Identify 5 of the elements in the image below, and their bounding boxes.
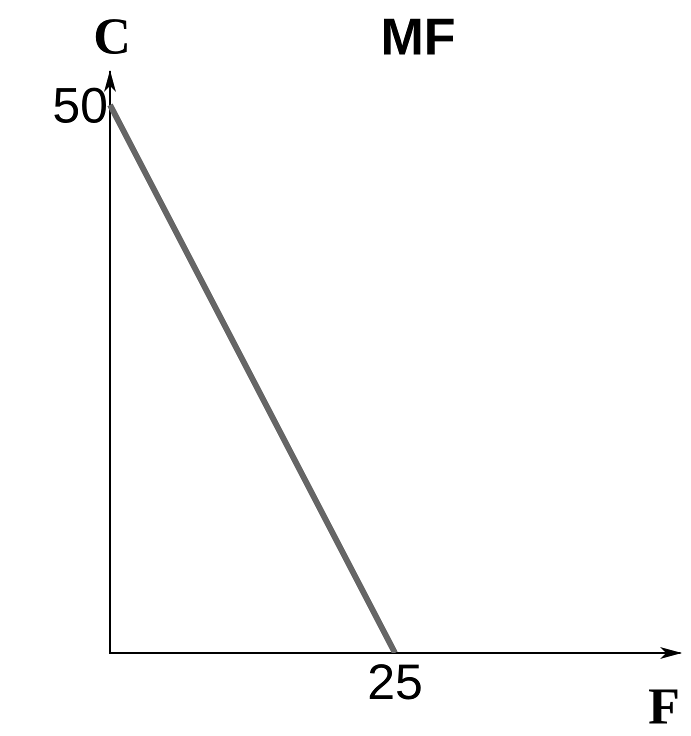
text: 50 [52, 78, 108, 134]
chart-title: MF [380, 8, 456, 66]
text: 25 [367, 654, 423, 710]
y-axis-title: C [93, 8, 131, 66]
x-axis-title: F [648, 678, 680, 736]
